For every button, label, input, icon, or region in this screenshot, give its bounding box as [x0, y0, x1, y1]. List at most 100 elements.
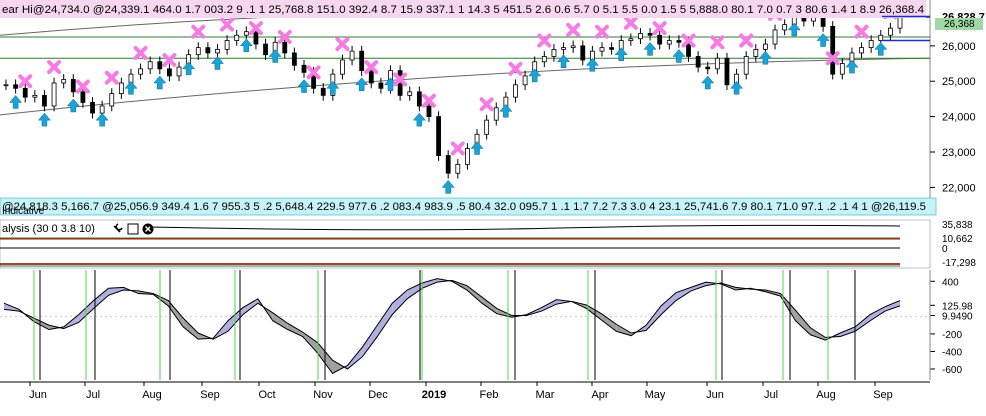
price-panel-bg	[0, 0, 986, 214]
x-tick-label: Jun	[706, 389, 724, 401]
candle-body	[118, 82, 124, 95]
up-arrow-icon	[210, 56, 225, 70]
price-tick-label: 26,000	[942, 41, 976, 53]
candle-body	[320, 87, 326, 96]
oscillator-panel-bg	[0, 272, 930, 380]
up-arrow-icon	[153, 75, 167, 90]
candle-body	[705, 66, 711, 70]
candle-body	[522, 75, 528, 86]
pink-x-marker-icon	[537, 33, 552, 48]
candle-body	[493, 107, 499, 121]
candle-body	[657, 34, 663, 45]
pink-x-marker-icon	[652, 21, 667, 36]
pink-x-marker-icon	[393, 72, 408, 87]
candle-body	[772, 29, 778, 45]
candle-body	[13, 84, 19, 89]
wrench-icon[interactable]	[113, 223, 123, 233]
oscillator-fill-segment	[616, 324, 632, 336]
oscillator-fill-segment	[541, 299, 557, 312]
oscillator-tick-label: -200	[942, 330, 962, 341]
pink-x-marker-icon	[364, 60, 379, 75]
candle-body	[349, 50, 355, 61]
candle-body	[253, 31, 259, 45]
up-arrow-icon	[355, 77, 369, 92]
up-arrow-icon	[614, 47, 628, 61]
middle-panel-bg	[0, 219, 931, 269]
middle-panel-label: 0	[942, 244, 948, 255]
pink-x-marker-icon	[421, 93, 436, 108]
candle-body	[138, 68, 143, 75]
mid-line-black	[149, 224, 901, 231]
x-tick-label: 2019	[422, 389, 446, 401]
oscillator-fill-segment	[690, 282, 706, 291]
pink-x-marker-icon	[47, 60, 62, 75]
pink-x-marker-icon	[450, 141, 465, 156]
middle-panel-title: alysis (30 0 3.8 10)	[2, 223, 95, 235]
candle-body	[753, 48, 759, 57]
candle-body	[301, 64, 307, 73]
oscillator-fill-segment	[108, 287, 124, 296]
candle-body	[782, 24, 788, 31]
up-arrow-icon	[268, 49, 282, 63]
oscillator-fill-segment	[481, 297, 497, 314]
oscillator-fill-segment	[810, 327, 826, 341]
pink-x-marker-icon	[854, 24, 869, 39]
candle-body	[859, 47, 864, 54]
pink-x-marker-icon	[306, 65, 321, 80]
middle-panel-label: 35,838	[942, 220, 973, 231]
oscillator-fill-segment	[885, 300, 900, 312]
up-arrow-icon	[95, 112, 109, 127]
candle-body	[90, 102, 95, 114]
oscillator-fill-segment	[33, 318, 49, 330]
candle-body	[647, 33, 653, 36]
oscillator-fill-segment	[287, 323, 303, 337]
up-arrow-icon	[874, 42, 888, 56]
oscillator-fill-segment	[168, 300, 184, 327]
candle-body	[609, 47, 615, 50]
candle-body	[887, 27, 893, 36]
candle-body	[359, 50, 365, 72]
top-ribbon-text: ear Hi@24,734.0 @24,339.1 464.0 1.7 003.…	[2, 4, 924, 16]
pink-x-marker-icon	[739, 33, 754, 48]
up-arrow-icon	[182, 61, 196, 76]
candle-body	[224, 40, 230, 50]
oscillator-tick-label: 400	[942, 277, 959, 288]
up-arrow-icon	[730, 80, 744, 95]
middle-panel-label: 10,662	[942, 234, 973, 245]
pink-x-marker-icon	[681, 33, 696, 48]
up-arrow-icon	[585, 57, 599, 72]
top-ribbon-bg	[0, 0, 926, 18]
candle-body	[541, 56, 547, 63]
candle-body	[51, 82, 57, 107]
green-price-badge	[935, 18, 983, 30]
candle-body	[80, 91, 86, 103]
up-arrow-icon	[239, 38, 253, 53]
x-tick-label: Sep	[200, 389, 220, 401]
oscillator-fill-segment	[183, 318, 199, 340]
candle-body	[195, 47, 201, 56]
pink-x-marker-icon	[710, 35, 725, 50]
oscillator-slow-line	[3, 279, 901, 370]
oscillator-fill-segment	[840, 326, 856, 337]
pink-x-marker-icon	[479, 97, 494, 112]
oscillator-fill-segment	[362, 325, 378, 357]
candle-body	[436, 116, 441, 156]
candle-body	[109, 93, 115, 107]
indicative-label: Indicative	[2, 206, 45, 217]
oscillator-fill-segment	[601, 313, 617, 332]
up-arrow-icon	[499, 103, 513, 118]
oscillator-fill-segment	[242, 298, 258, 315]
pink-x-marker-icon	[220, 17, 235, 32]
oscillator-fill-segment	[586, 304, 602, 320]
up-arrow-icon	[557, 54, 571, 69]
x-tick-label: Mar	[536, 389, 555, 401]
up-arrow-icon	[297, 79, 311, 93]
candle-body	[599, 47, 605, 52]
candle-body	[666, 40, 672, 45]
candle-body	[340, 59, 345, 75]
window-icon[interactable]	[127, 223, 139, 235]
close-icon-x[interactable]	[145, 226, 151, 232]
candle-body	[368, 70, 374, 84]
oscillator-fill-segment	[855, 314, 871, 332]
